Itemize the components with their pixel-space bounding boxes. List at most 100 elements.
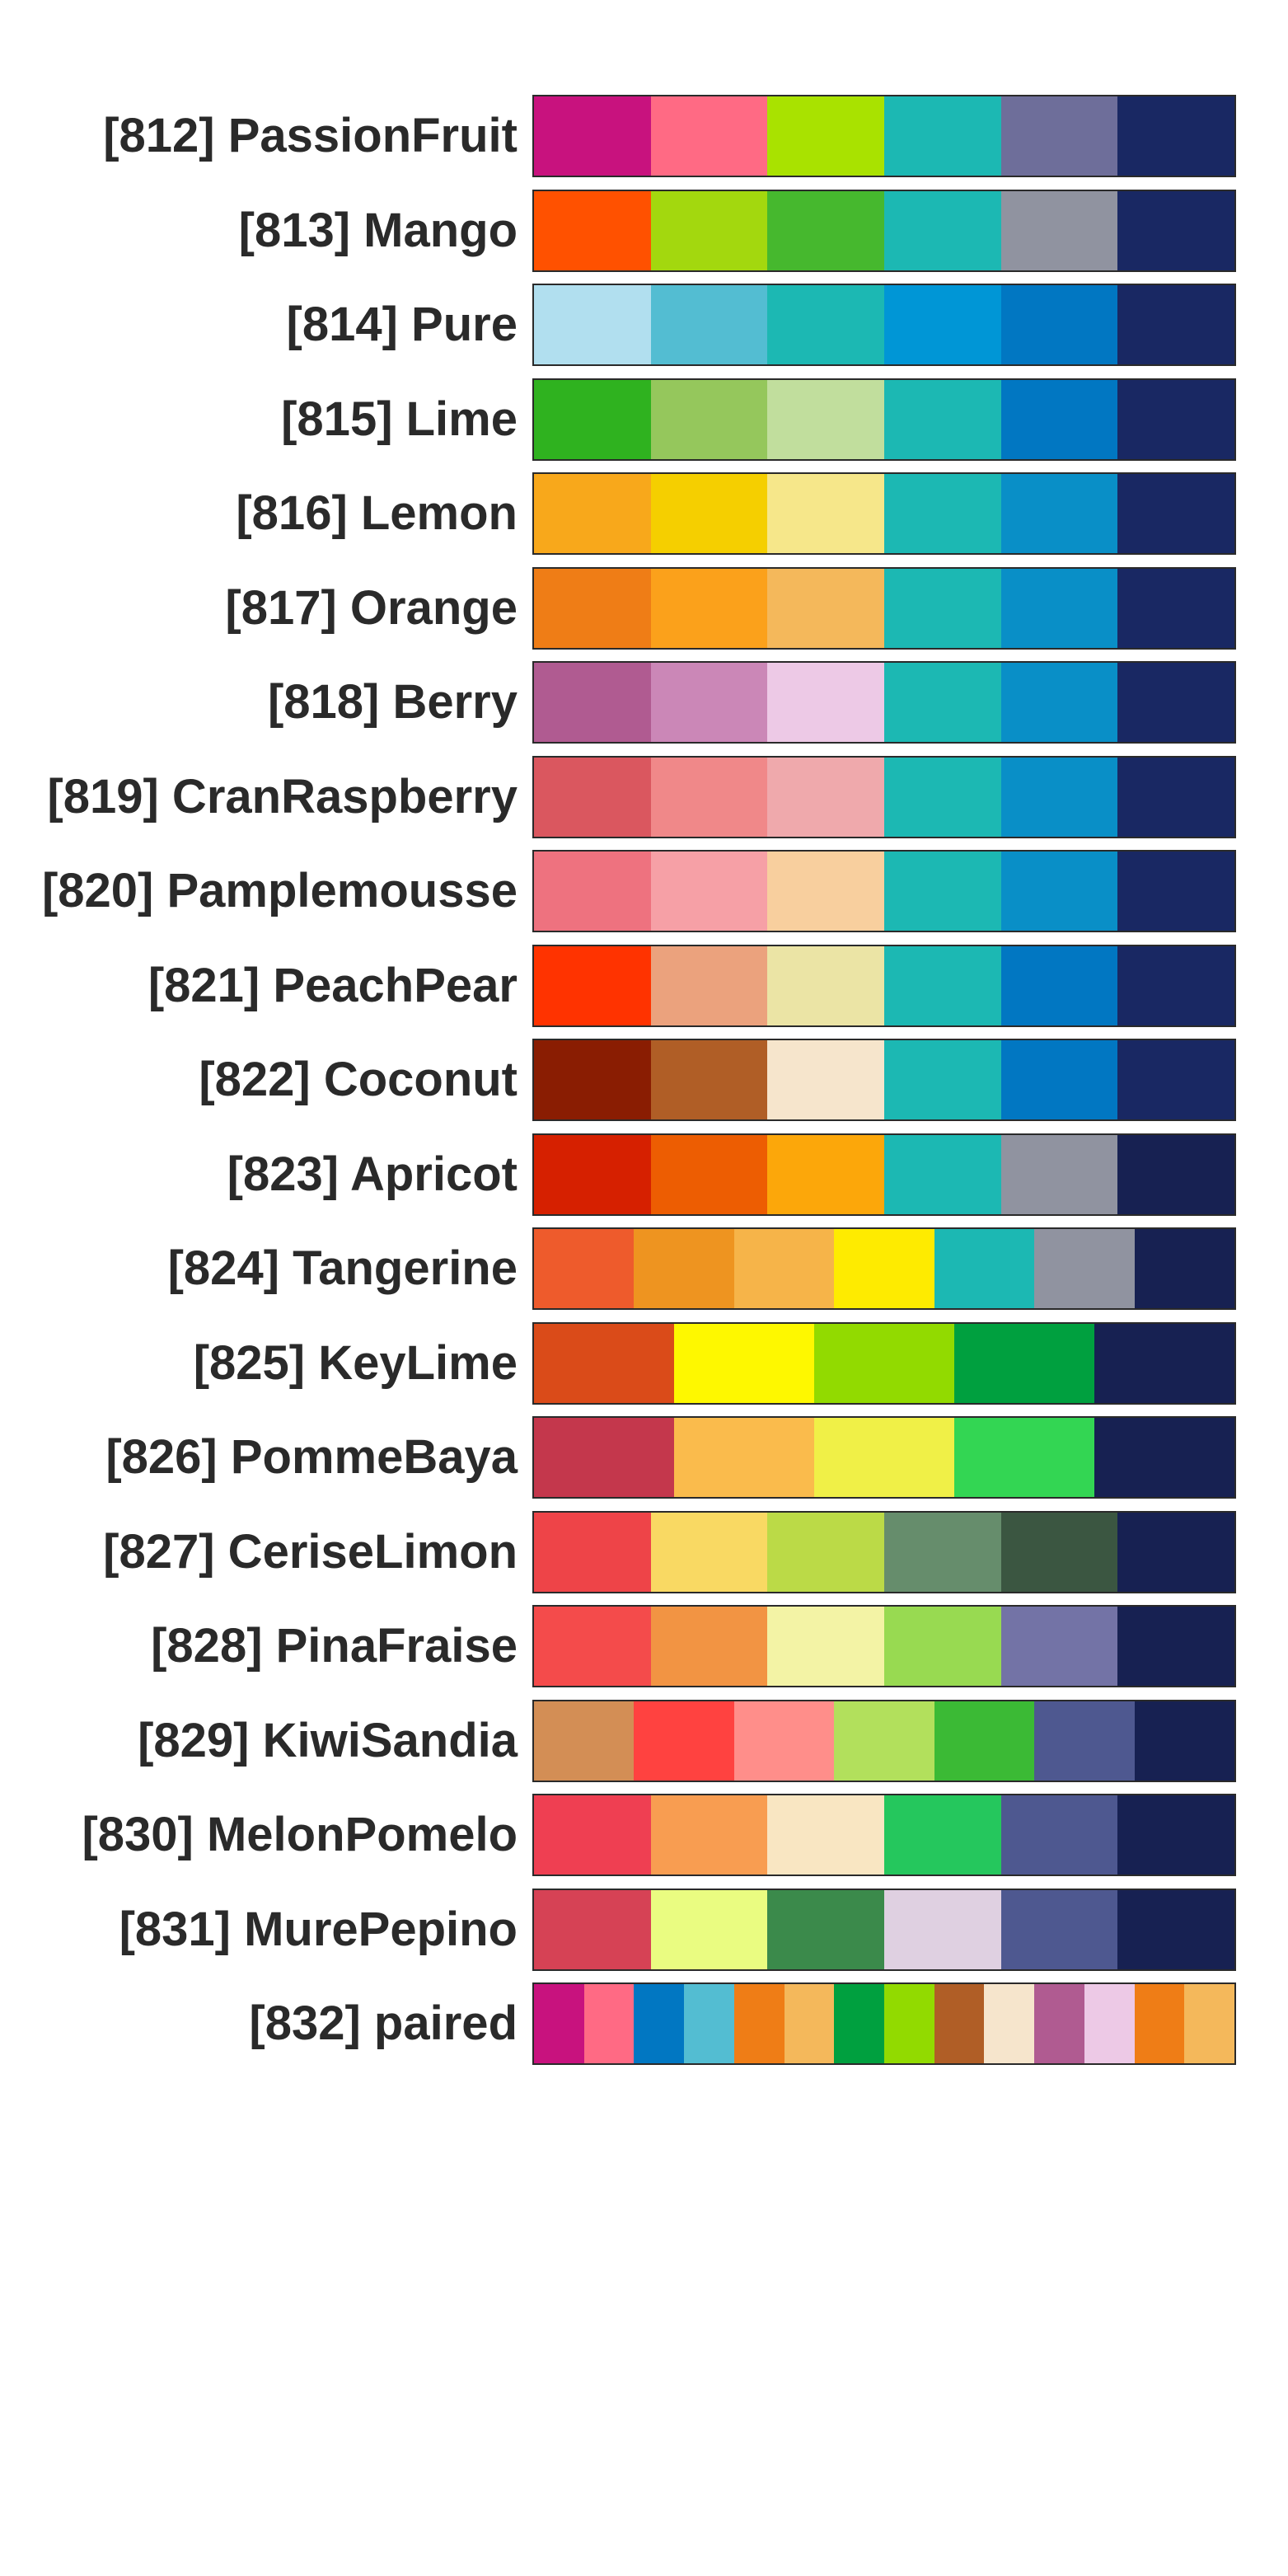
color-swatch <box>1134 1984 1185 2063</box>
color-swatch <box>767 663 885 742</box>
color-swatch <box>1000 852 1118 931</box>
color-swatch <box>650 1134 768 1214</box>
palette-label: [812] PassionFruit <box>103 109 518 162</box>
color-swatch <box>1117 1512 1235 1592</box>
color-swatch <box>650 285 768 364</box>
color-swatch <box>767 568 885 648</box>
color-swatch <box>650 190 768 270</box>
color-swatch <box>1000 1607 1118 1686</box>
color-swatch <box>634 1229 734 1308</box>
color-swatch <box>1000 379 1118 459</box>
swatch-bar <box>532 95 1236 177</box>
color-swatch <box>1000 285 1118 364</box>
color-swatch <box>534 945 651 1025</box>
color-swatch <box>1117 1795 1235 1875</box>
swatch-bar <box>532 1510 1236 1593</box>
color-swatch <box>1094 1418 1234 1497</box>
color-swatch <box>1184 1984 1235 2063</box>
color-swatch <box>814 1323 954 1403</box>
color-swatch <box>767 945 885 1025</box>
color-swatch <box>884 757 1001 837</box>
color-swatch <box>884 1134 1001 1214</box>
color-swatch <box>534 379 651 459</box>
palette-label: [819] CranRaspberry <box>47 769 518 823</box>
color-swatch <box>733 1701 835 1781</box>
color-swatch <box>1000 1134 1118 1214</box>
color-swatch <box>767 285 885 364</box>
palette-row: [831] MurePepino <box>0 1888 1288 1971</box>
color-swatch <box>534 1229 635 1308</box>
palette-row: [824] Tangerine <box>0 1227 1288 1310</box>
palette-row: [821] PeachPear <box>0 944 1288 1027</box>
color-swatch <box>1034 1984 1084 2063</box>
palette-row: [822] Coconut <box>0 1039 1288 1121</box>
color-swatch <box>1000 945 1118 1025</box>
color-swatch <box>934 1701 1035 1781</box>
swatch-bar <box>532 566 1236 650</box>
palette-label: [828] PinaFraise <box>151 1619 518 1673</box>
color-swatch <box>733 1229 835 1308</box>
color-swatch <box>884 1984 934 2063</box>
color-swatch <box>534 1418 674 1497</box>
color-swatch <box>534 663 651 742</box>
color-swatch <box>1000 190 1118 270</box>
swatch-bar <box>532 1794 1236 1876</box>
color-swatch <box>884 852 1001 931</box>
color-swatch <box>884 1040 1001 1119</box>
color-swatch <box>1134 1701 1234 1781</box>
palette-row: [813] Mango <box>0 189 1288 272</box>
palette-label: [826] PommeBaya <box>105 1430 518 1484</box>
color-swatch <box>634 1701 734 1781</box>
color-swatch <box>1117 285 1235 364</box>
color-swatch <box>534 285 651 364</box>
color-swatch <box>534 1795 651 1875</box>
color-swatch <box>984 1984 1035 2063</box>
color-swatch <box>767 1795 885 1875</box>
palette-row: [826] PommeBaya <box>0 1416 1288 1499</box>
color-swatch <box>934 1229 1035 1308</box>
palette-label: [831] MurePepino <box>119 1902 518 1956</box>
color-swatch <box>1094 1323 1234 1403</box>
color-swatch <box>884 285 1001 364</box>
color-swatch <box>884 474 1001 553</box>
color-swatch <box>767 474 885 553</box>
palette-label: [830] MelonPomelo <box>82 1808 518 1861</box>
color-swatch <box>534 568 651 648</box>
color-swatch <box>650 1795 768 1875</box>
color-swatch <box>1117 379 1235 459</box>
color-swatch <box>767 757 885 837</box>
palette-label: [813] Mango <box>238 203 518 257</box>
color-swatch <box>767 852 885 931</box>
color-swatch <box>1117 852 1235 931</box>
color-swatch <box>884 1512 1001 1592</box>
palette-row: [814] Pure <box>0 284 1288 366</box>
color-swatch <box>1117 945 1235 1025</box>
palette-label: [829] KiwiSandia <box>138 1713 518 1767</box>
color-swatch <box>1117 568 1235 648</box>
color-swatch <box>1117 1889 1235 1969</box>
color-swatch <box>884 1607 1001 1686</box>
palette-row: [818] Berry <box>0 661 1288 744</box>
color-swatch <box>1000 1795 1118 1875</box>
palette-row: [823] Apricot <box>0 1133 1288 1216</box>
color-swatch <box>1000 568 1118 648</box>
color-swatch <box>1000 757 1118 837</box>
color-swatch <box>650 852 768 931</box>
color-swatch <box>583 1984 635 2063</box>
palette-label: [823] Apricot <box>227 1147 518 1201</box>
color-swatch <box>784 1984 835 2063</box>
palette-label: [820] Pamplemousse <box>41 864 518 917</box>
color-swatch <box>767 379 885 459</box>
color-swatch <box>1000 96 1118 176</box>
color-swatch <box>1117 1134 1235 1214</box>
palette-label: [824] Tangerine <box>167 1241 518 1295</box>
palette-row: [816] Lemon <box>0 472 1288 555</box>
palette-label: [821] PeachPear <box>148 958 518 1012</box>
palette-row: [812] PassionFruit <box>0 95 1288 177</box>
color-swatch <box>767 1134 885 1214</box>
color-swatch <box>1034 1229 1135 1308</box>
color-swatch <box>650 96 768 176</box>
color-swatch <box>674 1418 814 1497</box>
color-swatch <box>884 190 1001 270</box>
swatch-bar <box>532 1133 1236 1216</box>
